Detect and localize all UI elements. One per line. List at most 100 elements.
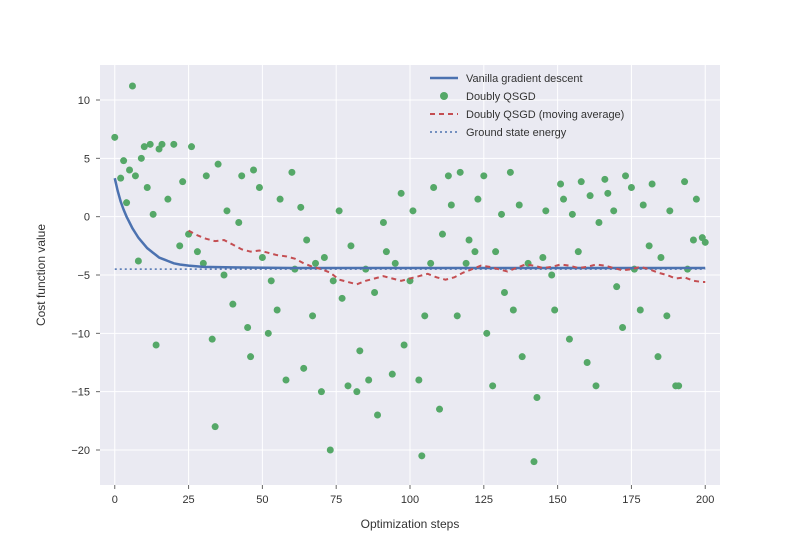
qsgd-point xyxy=(203,172,210,179)
qsgd-point xyxy=(274,307,281,314)
qsgd-point xyxy=(209,336,216,343)
qsgd-point xyxy=(336,207,343,214)
qsgd-point xyxy=(466,237,473,244)
qsgd-point xyxy=(439,231,446,238)
x-tick-label: 150 xyxy=(548,494,566,506)
qsgd-point xyxy=(575,248,582,255)
qsgd-point xyxy=(194,248,201,255)
qsgd-point xyxy=(649,181,656,188)
y-tick-label: 0 xyxy=(84,212,90,224)
y-tick-label: 10 xyxy=(78,95,90,107)
qsgd-point xyxy=(507,169,514,176)
qsgd-point xyxy=(265,330,272,337)
qsgd-point xyxy=(569,211,576,218)
qsgd-point xyxy=(327,447,334,454)
qsgd-point xyxy=(436,406,443,413)
qsgd-point xyxy=(392,260,399,267)
x-axis-label: Optimization steps xyxy=(361,517,460,531)
qsgd-point xyxy=(480,172,487,179)
qsgd-point xyxy=(283,377,290,384)
qsgd-point xyxy=(430,184,437,191)
qsgd-point xyxy=(533,394,540,401)
qsgd-point xyxy=(221,272,228,279)
qsgd-point xyxy=(188,143,195,150)
x-tick-label: 0 xyxy=(112,494,118,506)
qsgd-point xyxy=(418,452,425,459)
y-axis-label: Cost function value xyxy=(34,224,48,326)
qsgd-point xyxy=(457,169,464,176)
qsgd-point xyxy=(144,184,151,191)
qsgd-point xyxy=(129,83,136,90)
qsgd-point xyxy=(593,382,600,389)
qsgd-point xyxy=(244,324,251,331)
qsgd-point xyxy=(138,155,145,162)
qsgd-point xyxy=(309,312,316,319)
qsgd-point xyxy=(587,192,594,199)
qsgd-point xyxy=(542,207,549,214)
x-tick-label: 50 xyxy=(256,494,268,506)
qsgd-point xyxy=(474,196,481,203)
qsgd-point xyxy=(539,254,546,261)
qsgd-point xyxy=(380,219,387,226)
qsgd-point xyxy=(229,301,236,308)
qsgd-point xyxy=(356,347,363,354)
qsgd-point xyxy=(111,134,118,141)
qsgd-point xyxy=(421,312,428,319)
y-tick-label: −20 xyxy=(71,445,90,457)
qsgd-point xyxy=(297,204,304,211)
x-tick-label: 175 xyxy=(622,494,640,506)
qsgd-point xyxy=(675,382,682,389)
qsgd-point xyxy=(126,167,133,174)
qsgd-point xyxy=(212,423,219,430)
y-tick-label: −5 xyxy=(77,270,90,282)
qsgd-point xyxy=(519,353,526,360)
qsgd-point xyxy=(448,202,455,209)
qsgd-point xyxy=(250,167,257,174)
qsgd-point xyxy=(117,175,124,182)
qsgd-point xyxy=(551,307,558,314)
qsgd-point xyxy=(681,178,688,185)
qsgd-point xyxy=(516,202,523,209)
qsgd-point xyxy=(247,353,254,360)
qsgd-point xyxy=(153,342,160,349)
qsgd-point xyxy=(383,248,390,255)
qsgd-point xyxy=(702,239,709,246)
qsgd-point xyxy=(610,207,617,214)
qsgd-point xyxy=(498,211,505,218)
legend-label: Ground state energy xyxy=(466,127,567,139)
qsgd-point xyxy=(501,289,508,296)
qsgd-point xyxy=(312,260,319,267)
chart-container: 0255075100125150175200−20−15−10−50510Opt… xyxy=(0,0,800,550)
qsgd-point xyxy=(489,382,496,389)
x-tick-label: 25 xyxy=(182,494,194,506)
qsgd-point xyxy=(657,254,664,261)
qsgd-point xyxy=(637,307,644,314)
qsgd-point xyxy=(415,377,422,384)
qsgd-point xyxy=(135,258,142,265)
qsgd-point xyxy=(268,277,275,284)
qsgd-point xyxy=(492,248,499,255)
qsgd-point xyxy=(256,184,263,191)
qsgd-point xyxy=(288,169,295,176)
qsgd-point xyxy=(510,307,517,314)
qsgd-point xyxy=(655,353,662,360)
qsgd-point xyxy=(223,207,230,214)
qsgd-point xyxy=(132,172,139,179)
qsgd-point xyxy=(215,161,222,168)
qsgd-point xyxy=(159,141,166,148)
qsgd-point xyxy=(427,260,434,267)
qsgd-point xyxy=(330,277,337,284)
qsgd-point xyxy=(693,196,700,203)
qsgd-point xyxy=(463,260,470,267)
qsgd-point xyxy=(640,202,647,209)
qsgd-point xyxy=(690,237,697,244)
qsgd-point xyxy=(622,172,629,179)
qsgd-point xyxy=(578,178,585,185)
y-tick-label: −15 xyxy=(71,387,90,399)
qsgd-point xyxy=(300,365,307,372)
qsgd-point xyxy=(454,312,461,319)
qsgd-point xyxy=(179,178,186,185)
qsgd-point xyxy=(238,172,245,179)
qsgd-point xyxy=(389,371,396,378)
qsgd-point xyxy=(601,176,608,183)
